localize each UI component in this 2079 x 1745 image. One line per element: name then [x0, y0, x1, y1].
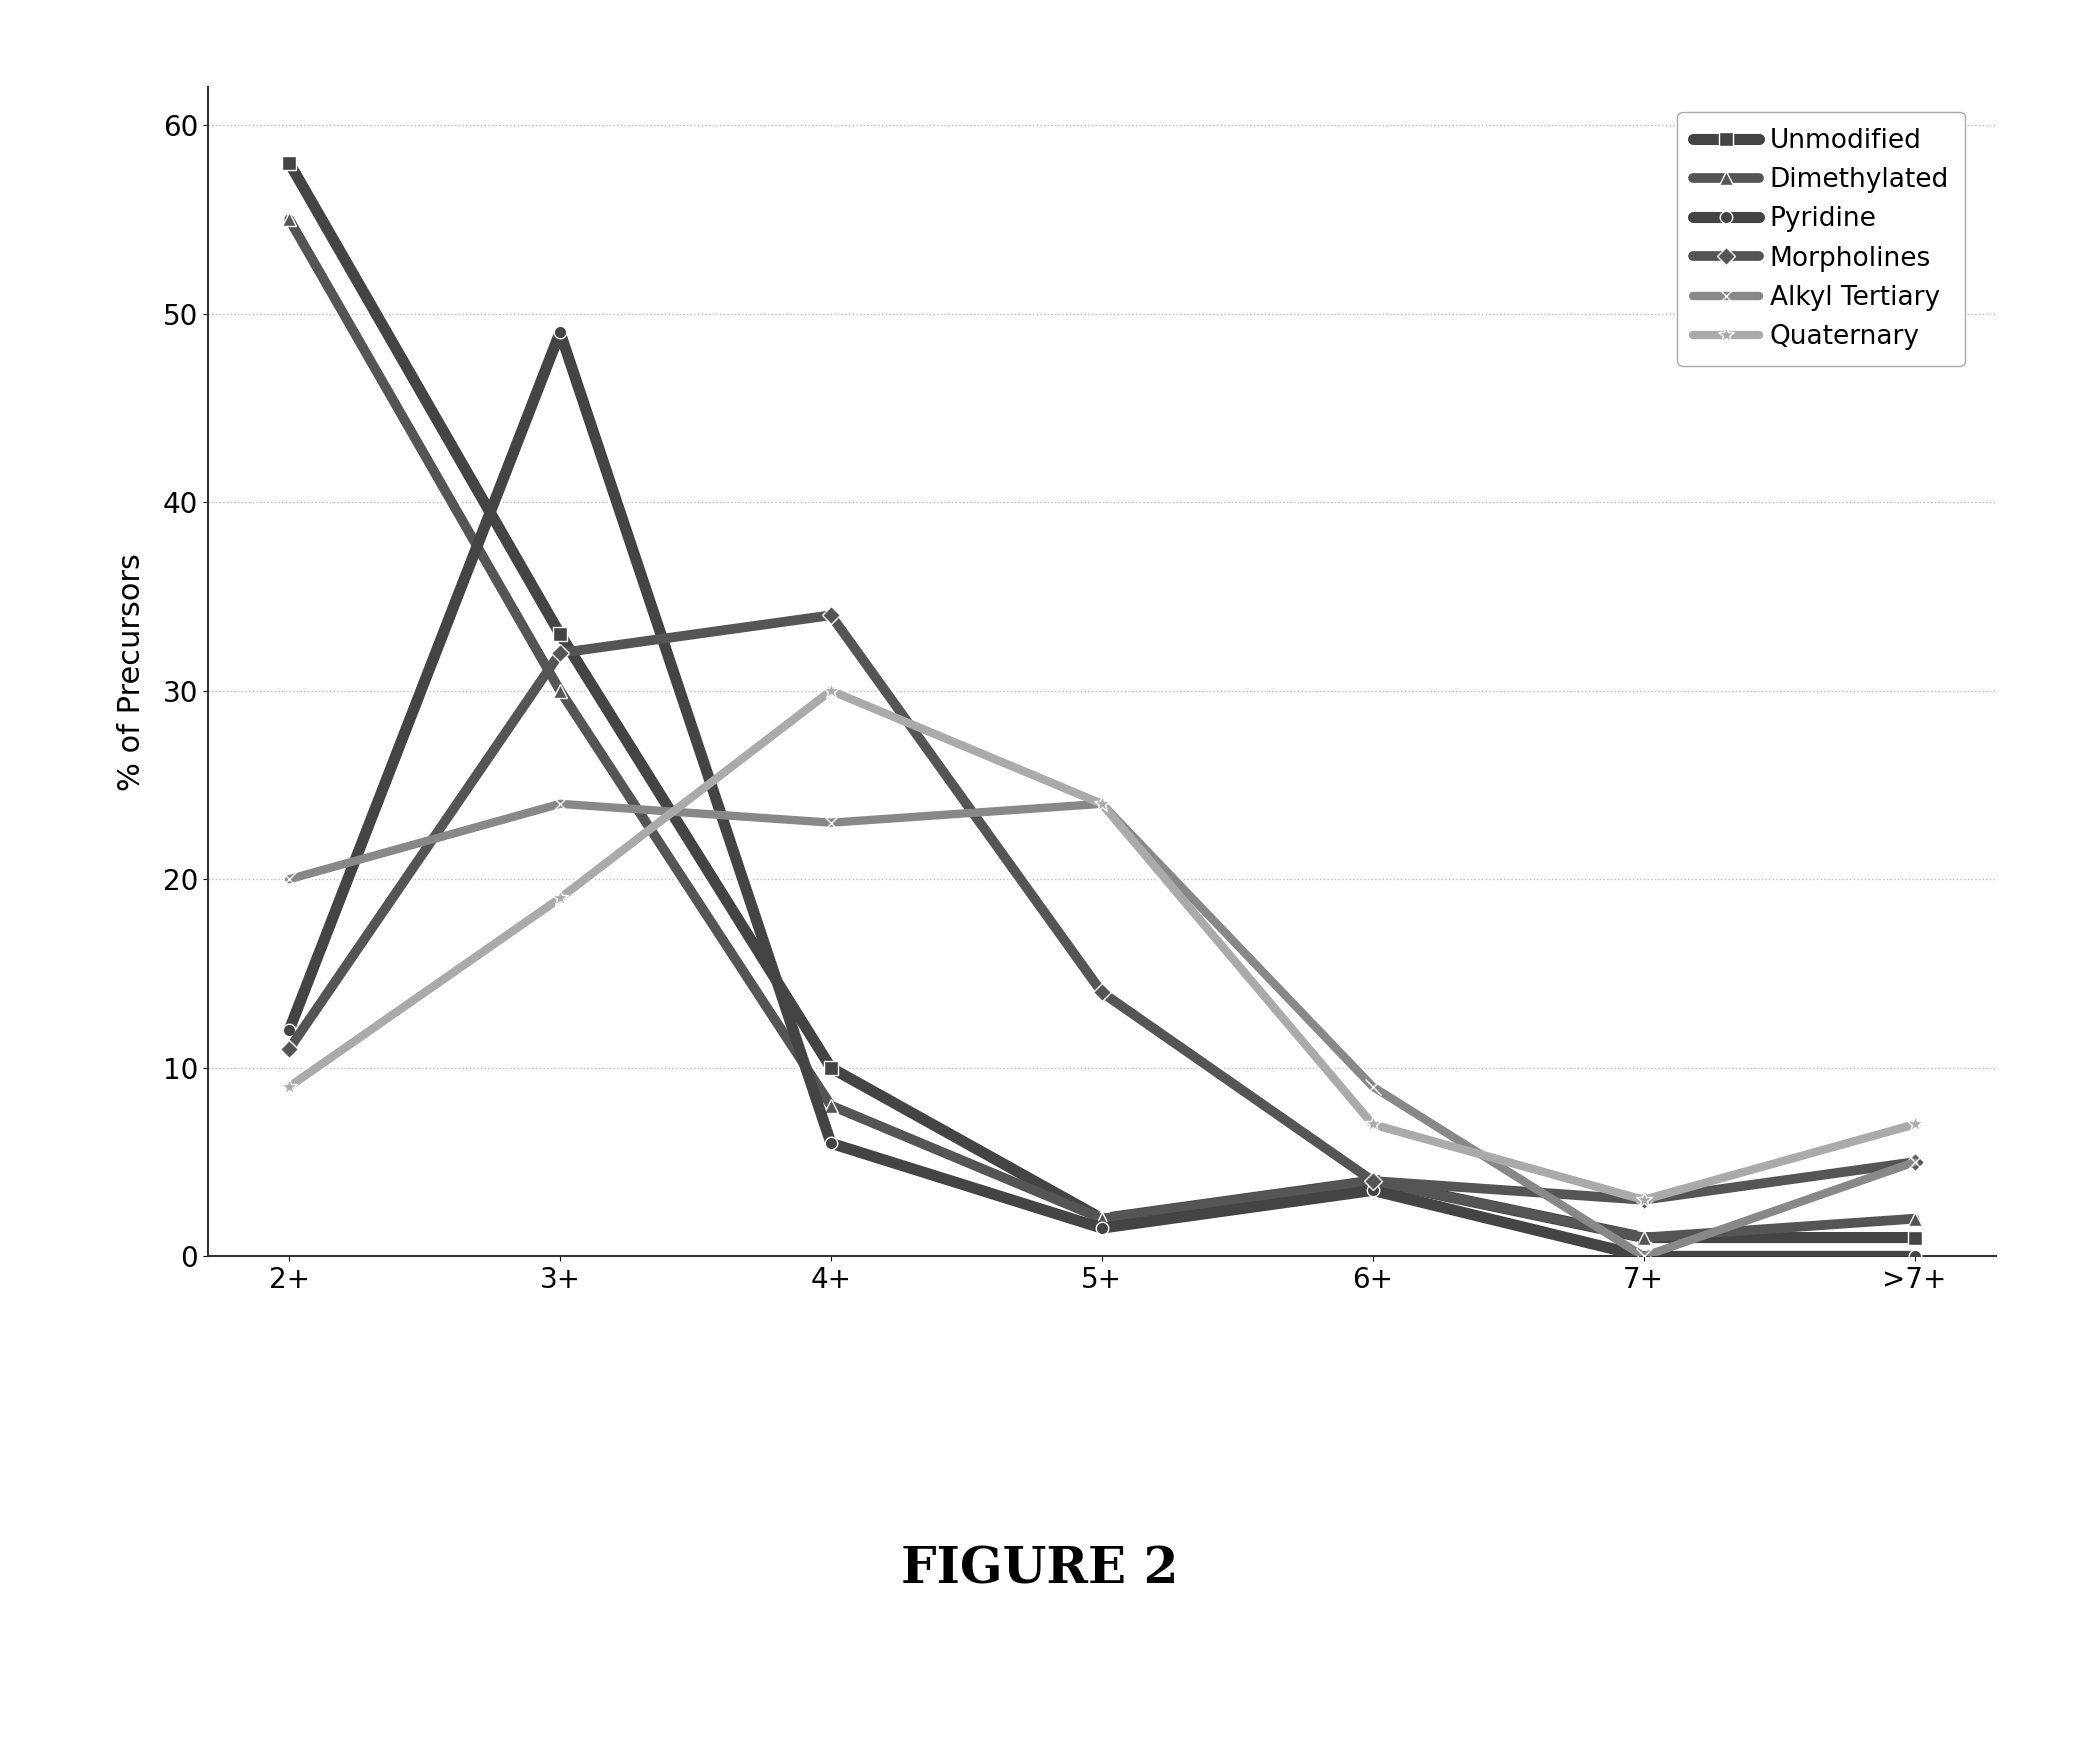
- Y-axis label: % of Precursors: % of Precursors: [116, 553, 146, 790]
- Text: FIGURE 2: FIGURE 2: [900, 1546, 1179, 1595]
- Unmodified: [277, 152, 301, 173]
- Quaternary: [547, 888, 572, 909]
- Dimethylated: [547, 681, 572, 701]
- Pyridine: [1902, 1246, 1927, 1267]
- Morpholines: [547, 642, 572, 663]
- Dimethylated: [1902, 1208, 1927, 1228]
- Alkyl Tertiary: [547, 794, 572, 815]
- Unmodified: [1360, 1171, 1385, 1192]
- Morpholines: [1632, 1190, 1657, 1211]
- Dimethylated: [819, 1096, 844, 1117]
- Dimethylated: [277, 209, 301, 230]
- Unmodified: [1902, 1227, 1927, 1248]
- Pyridine: [277, 1019, 301, 1040]
- Morpholines: [1360, 1171, 1385, 1192]
- Alkyl Tertiary: [277, 869, 301, 890]
- Alkyl Tertiary: [1360, 1077, 1385, 1098]
- Morpholines: [1089, 982, 1114, 1003]
- Dimethylated: [1360, 1171, 1385, 1192]
- Alkyl Tertiary: [819, 811, 844, 832]
- Line: Quaternary: Quaternary: [281, 682, 1923, 1208]
- Pyridine: [1360, 1180, 1385, 1201]
- Quaternary: [1089, 794, 1114, 815]
- Alkyl Tertiary: [1632, 1246, 1657, 1267]
- Quaternary: [277, 1077, 301, 1098]
- Morpholines: [819, 606, 844, 626]
- Alkyl Tertiary: [1089, 794, 1114, 815]
- Quaternary: [1360, 1113, 1385, 1134]
- Unmodified: [1089, 1208, 1114, 1228]
- Line: Unmodified: Unmodified: [283, 155, 1921, 1244]
- Morpholines: [1902, 1152, 1927, 1173]
- Pyridine: [1632, 1246, 1657, 1267]
- Line: Morpholines: Morpholines: [283, 609, 1921, 1206]
- Unmodified: [547, 623, 572, 644]
- Quaternary: [819, 681, 844, 701]
- Unmodified: [819, 1057, 844, 1078]
- Legend: Unmodified, Dimethylated, Pyridine, Morpholines, Alkyl Tertiary, Quaternary: Unmodified, Dimethylated, Pyridine, Morp…: [1678, 112, 1965, 366]
- Morpholines: [277, 1038, 301, 1059]
- Pyridine: [547, 321, 572, 342]
- Line: Dimethylated: Dimethylated: [283, 213, 1921, 1244]
- Pyridine: [1089, 1218, 1114, 1239]
- Unmodified: [1632, 1227, 1657, 1248]
- Line: Pyridine: Pyridine: [283, 326, 1921, 1263]
- Quaternary: [1902, 1113, 1927, 1134]
- Dimethylated: [1089, 1208, 1114, 1228]
- Line: Alkyl Tertiary: Alkyl Tertiary: [281, 796, 1923, 1263]
- Quaternary: [1632, 1190, 1657, 1211]
- Alkyl Tertiary: [1902, 1152, 1927, 1173]
- Pyridine: [819, 1133, 844, 1153]
- Dimethylated: [1632, 1227, 1657, 1248]
